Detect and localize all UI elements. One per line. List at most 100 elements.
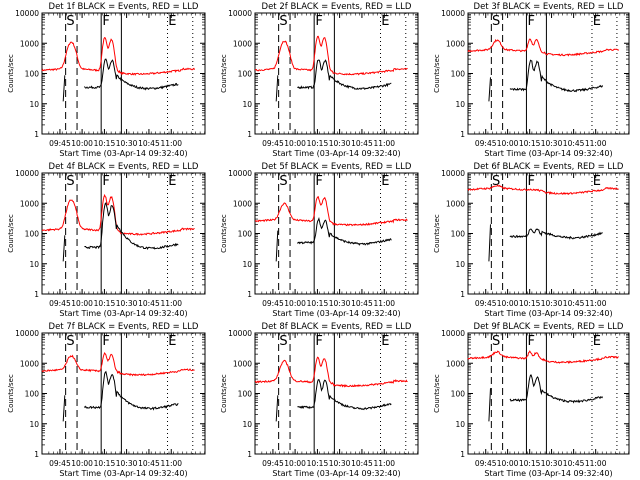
x-tick-label: 09:45 xyxy=(49,139,71,148)
y-tick-label: 1000 xyxy=(446,39,465,48)
y-tick-label: 10 xyxy=(455,100,465,109)
y-tick-label: 100 xyxy=(451,230,466,239)
y-tick-label: 10000 xyxy=(228,169,252,178)
x-tick-label: 10:30 xyxy=(541,139,563,148)
events-series-line xyxy=(275,216,392,262)
chart-title: Det 5f BLACK = Events, RED = LLD xyxy=(262,162,412,172)
event-marker-F: F xyxy=(315,174,322,189)
y-tick-label: 10 xyxy=(455,420,465,429)
events-series-line xyxy=(62,58,179,102)
event-marker-S: S xyxy=(492,14,500,29)
x-axis-label: Start Time (03-Apr-14 09:32:40) xyxy=(59,149,187,158)
chart-panel-1: Det 1f BLACK = Events, RED = LLD 1 10 100 10… xyxy=(7,2,206,158)
x-tick-label: 09:45 xyxy=(262,299,284,308)
y-axis-label: Counts/sec xyxy=(220,214,228,253)
y-tick-label: 10 xyxy=(242,260,252,269)
y-tick-label: 100 xyxy=(451,70,466,79)
chart-panel-5: Det 5f BLACK = Events, RED = LLD 1 10 100 10… xyxy=(220,162,419,318)
y-tick-label: 1000 xyxy=(233,359,252,368)
x-tick-label: 10:45 xyxy=(351,139,373,148)
event-marker-S: S xyxy=(66,334,74,349)
chart-panel-3: Det 3f BLACK = Events, RED = LLD 1 10 100 10… xyxy=(433,2,630,158)
lld-series-line xyxy=(41,193,195,237)
y-tick-label: 10 xyxy=(242,100,252,109)
y-tick-label: 1 xyxy=(247,130,252,139)
x-tick-label: 10:00 xyxy=(497,299,519,308)
y-tick-label: 1000 xyxy=(20,39,39,48)
x-tick-label: 09:45 xyxy=(475,139,497,148)
chart-panel-4: Det 4f BLACK = Events, RED = LLD 1 10 100 10… xyxy=(7,162,206,318)
x-tick-label: 11:00 xyxy=(160,139,182,148)
y-tick-label: 10000 xyxy=(441,329,465,338)
y-tick-label: 10000 xyxy=(15,329,39,338)
plot-frame xyxy=(41,332,206,455)
y-tick-label: 1000 xyxy=(233,199,252,208)
x-tick-label: 09:45 xyxy=(49,459,71,468)
chart-panel-7: Det 7f BLACK = Events, RED = LLD 1 10 100 10… xyxy=(7,322,206,478)
x-tick-label: 11:00 xyxy=(373,139,395,148)
x-tick-label: 10:15 xyxy=(519,459,541,468)
y-tick-label: 1000 xyxy=(446,359,465,368)
x-tick-label: 09:45 xyxy=(262,139,284,148)
y-tick-label: 100 xyxy=(25,390,40,399)
events-series-line xyxy=(488,59,604,102)
y-tick-label: 100 xyxy=(25,70,40,79)
event-marker-E: E xyxy=(593,14,601,29)
y-tick-label: 100 xyxy=(238,390,253,399)
x-tick-label: 09:45 xyxy=(262,459,284,468)
chart-title: Det 4f BLACK = Events, RED = LLD xyxy=(49,162,199,172)
lld-series-line xyxy=(41,36,196,76)
event-marker-F: F xyxy=(102,174,109,189)
x-axis-label: Start Time (03-Apr-14 09:32:40) xyxy=(59,309,187,318)
lld-series-line xyxy=(467,184,619,195)
event-marker-S: S xyxy=(66,174,74,189)
event-marker-F: F xyxy=(315,14,322,29)
chart-title: Det 3f BLACK = Events, RED = LLD xyxy=(474,2,624,12)
events-series-line xyxy=(62,370,179,422)
event-marker-S: S xyxy=(279,14,287,29)
event-marker-F: F xyxy=(528,174,535,189)
x-tick-label: 10:30 xyxy=(116,299,138,308)
x-tick-label: 10:15 xyxy=(519,139,541,148)
event-marker-S: S xyxy=(279,334,287,349)
x-tick-label: 10:15 xyxy=(94,459,116,468)
y-tick-label: 1 xyxy=(460,290,465,299)
y-axis-label: Counts/sec xyxy=(220,54,228,93)
plot-frame xyxy=(467,332,630,455)
plot-frame xyxy=(467,12,630,135)
x-tick-label: 10:45 xyxy=(563,139,585,148)
x-tick-label: 11:00 xyxy=(585,299,607,308)
event-marker-F: F xyxy=(528,14,535,29)
x-axis-label: Start Time (03-Apr-14 09:32:40) xyxy=(484,309,612,318)
x-tick-label: 10:45 xyxy=(138,459,160,468)
x-tick-label: 10:00 xyxy=(497,139,519,148)
events-series-line xyxy=(488,374,604,422)
x-tick-label: 10:45 xyxy=(351,459,373,468)
x-tick-label: 10:15 xyxy=(307,139,329,148)
x-tick-label: 10:30 xyxy=(116,459,138,468)
y-tick-label: 1 xyxy=(247,290,252,299)
chart-panel-6: Det 6f BLACK = Events, RED = LLD 1 10 100 10… xyxy=(433,162,630,318)
x-tick-label: 10:30 xyxy=(541,459,563,468)
x-tick-label: 10:30 xyxy=(541,299,563,308)
y-axis-label: Counts/sec xyxy=(433,54,441,93)
plot-frame xyxy=(254,332,419,455)
event-marker-E: E xyxy=(593,334,601,349)
x-tick-label: 10:30 xyxy=(329,139,351,148)
chart-title: Det 2f BLACK = Events, RED = LLD xyxy=(262,2,412,12)
y-tick-label: 10 xyxy=(29,260,39,269)
lld-series-line xyxy=(467,350,619,364)
x-tick-label: 09:45 xyxy=(475,299,497,308)
x-tick-label: 11:00 xyxy=(373,299,395,308)
y-tick-label: 100 xyxy=(25,230,40,239)
event-marker-E: E xyxy=(593,174,601,189)
x-tick-label: 10:00 xyxy=(71,299,93,308)
x-axis-label: Start Time (03-Apr-14 09:32:40) xyxy=(272,309,400,318)
y-axis-label: Counts/sec xyxy=(220,374,228,413)
y-tick-label: 1000 xyxy=(446,199,465,208)
x-axis-label: Start Time (03-Apr-14 09:32:40) xyxy=(484,149,612,158)
y-tick-label: 1 xyxy=(34,450,39,459)
x-tick-label: 11:00 xyxy=(585,139,607,148)
x-tick-label: 09:45 xyxy=(475,459,497,468)
event-marker-F: F xyxy=(528,334,535,349)
